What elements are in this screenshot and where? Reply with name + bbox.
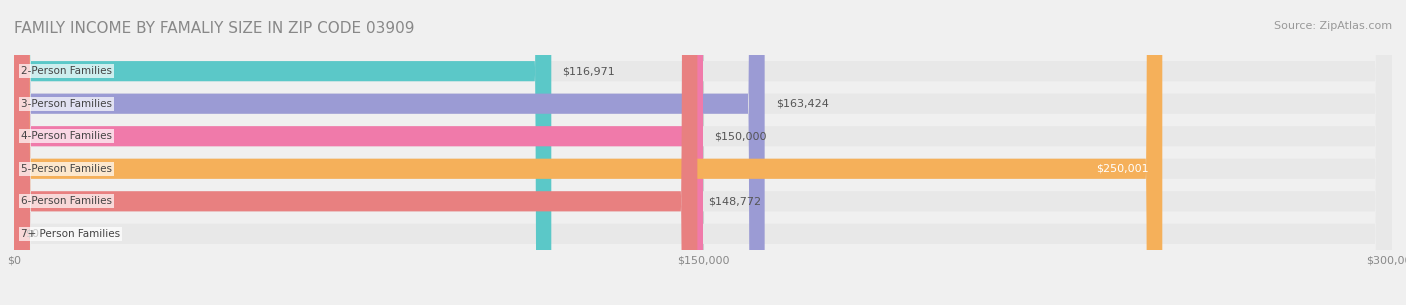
Text: $148,772: $148,772 [709, 196, 762, 206]
FancyBboxPatch shape [14, 0, 697, 305]
Text: Source: ZipAtlas.com: Source: ZipAtlas.com [1274, 21, 1392, 31]
Text: $163,424: $163,424 [776, 99, 828, 109]
Text: $0: $0 [25, 229, 39, 239]
Text: 3-Person Families: 3-Person Families [21, 99, 112, 109]
FancyBboxPatch shape [14, 0, 703, 305]
FancyBboxPatch shape [14, 0, 1392, 305]
FancyBboxPatch shape [14, 0, 1392, 305]
Text: 7+ Person Families: 7+ Person Families [21, 229, 120, 239]
Text: 5-Person Families: 5-Person Families [21, 164, 112, 174]
Text: 6-Person Families: 6-Person Families [21, 196, 112, 206]
Text: FAMILY INCOME BY FAMALIY SIZE IN ZIP CODE 03909: FAMILY INCOME BY FAMALIY SIZE IN ZIP COD… [14, 21, 415, 36]
FancyBboxPatch shape [14, 0, 1392, 305]
Text: $116,971: $116,971 [562, 66, 614, 76]
Text: $150,000: $150,000 [714, 131, 766, 141]
FancyBboxPatch shape [14, 0, 765, 305]
FancyBboxPatch shape [14, 0, 1392, 305]
FancyBboxPatch shape [14, 0, 1163, 305]
FancyBboxPatch shape [14, 0, 551, 305]
Text: 4-Person Families: 4-Person Families [21, 131, 112, 141]
Text: $250,001: $250,001 [1095, 164, 1149, 174]
Text: 2-Person Families: 2-Person Families [21, 66, 112, 76]
FancyBboxPatch shape [14, 0, 1392, 305]
FancyBboxPatch shape [14, 0, 1392, 305]
